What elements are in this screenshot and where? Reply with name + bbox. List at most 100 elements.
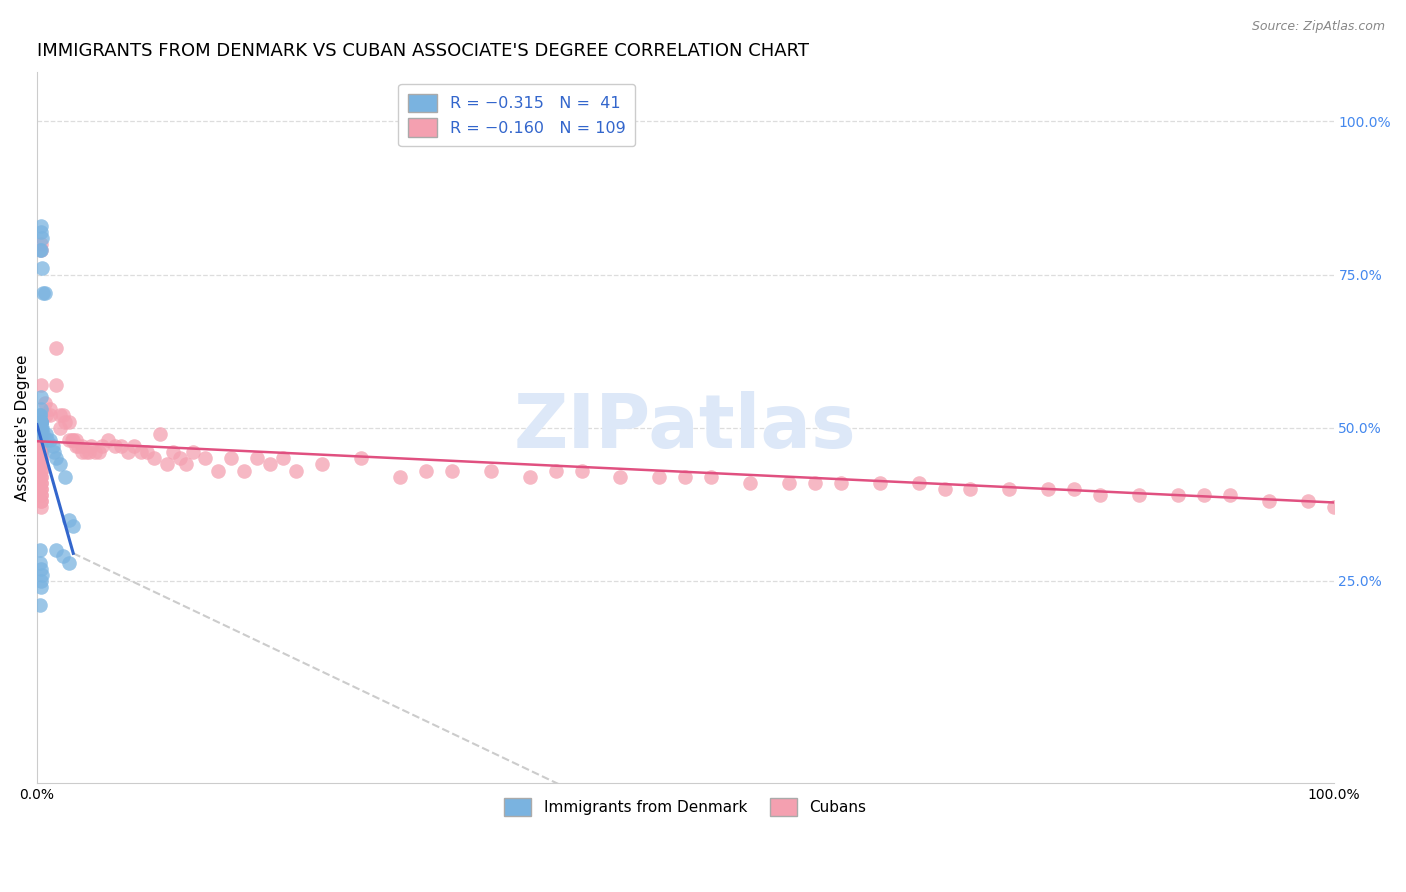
Point [38,409,60,423]
Point [55,469,77,483]
Point [58,556,80,570]
Point [174,458,197,472]
Point [700,469,723,483]
Point [30,390,52,404]
Point [30,433,52,447]
Point [1128,488,1150,502]
Point [30,469,52,483]
Point [155,458,177,472]
Text: ZIPatlas: ZIPatlas [515,392,856,464]
Point [959,482,981,496]
Point [30,421,52,435]
Point [67,439,90,453]
Point [31,261,53,276]
Point [30,458,52,472]
Point [30,439,52,453]
Point [30,458,52,472]
Point [30,494,52,508]
Point [1167,488,1189,502]
Point [285,464,308,478]
Text: IMMIGRANTS FROM DENMARK VS CUBAN ASSOCIATE'S DEGREE CORRELATION CHART: IMMIGRANTS FROM DENMARK VS CUBAN ASSOCIA… [37,42,808,60]
Point [149,426,172,441]
Point [28,543,51,558]
Point [907,475,929,490]
Point [30,433,52,447]
Point [30,421,52,435]
Point [34,285,56,300]
Point [869,475,891,490]
Point [30,415,52,429]
Point [30,475,52,490]
Point [30,451,52,466]
Point [30,415,52,429]
Point [104,439,127,453]
Point [1322,500,1344,515]
Point [30,445,52,459]
Point [30,475,52,490]
Point [998,482,1021,496]
Y-axis label: Associate's Degree: Associate's Degree [15,354,30,501]
Point [271,451,294,466]
Point [479,464,502,478]
Point [673,469,696,483]
Point [136,445,159,459]
Point [28,243,51,257]
Point [1038,482,1060,496]
Point [72,439,94,453]
Point [129,445,152,459]
Point [110,439,132,453]
Point [80,439,103,453]
Point [30,219,52,233]
Point [30,426,52,441]
Point [28,599,51,613]
Point [571,464,593,478]
Point [52,549,75,564]
Point [1088,488,1111,502]
Point [62,433,84,447]
Point [181,445,204,459]
Point [75,445,97,459]
Point [30,377,52,392]
Point [55,415,77,429]
Point [28,556,51,570]
Point [30,426,52,441]
Point [38,402,60,417]
Point [30,482,52,496]
Point [30,415,52,429]
Point [30,451,52,466]
Point [233,464,256,478]
Point [65,433,87,447]
Point [31,231,53,245]
Point [30,469,52,483]
Point [84,445,107,459]
Point [62,518,84,533]
Point [97,433,120,447]
Point [45,377,67,392]
Point [30,445,52,459]
Point [415,464,437,478]
Point [1063,482,1085,496]
Point [1192,488,1215,502]
Point [30,243,52,257]
Point [60,433,83,447]
Point [58,433,80,447]
Text: Source: ZipAtlas.com: Source: ZipAtlas.com [1251,20,1385,33]
Point [738,475,761,490]
Point [311,458,333,472]
Point [58,415,80,429]
Point [142,451,165,466]
Point [30,439,52,453]
Point [58,513,80,527]
Point [30,580,52,594]
Point [35,409,58,423]
Point [42,445,65,459]
Point [1219,488,1241,502]
Point [28,409,51,423]
Point [350,451,373,466]
Point [49,421,72,435]
Point [31,421,53,435]
Point [30,464,52,478]
Point [30,494,52,508]
Point [778,475,800,490]
Point [169,451,191,466]
